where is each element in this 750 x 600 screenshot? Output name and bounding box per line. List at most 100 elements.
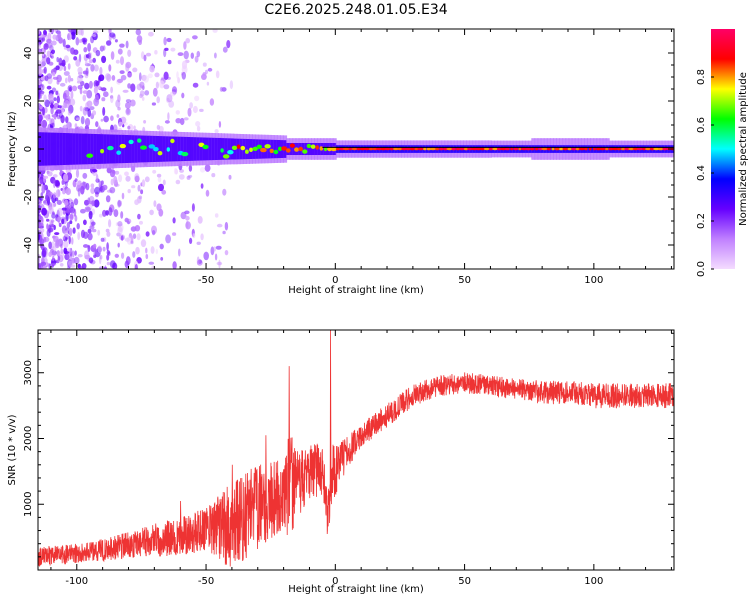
noise-speck	[74, 123, 78, 129]
noise-speck	[47, 42, 53, 49]
band-core	[166, 147, 170, 152]
noise-speck	[163, 84, 170, 90]
noise-speck	[106, 40, 112, 46]
noise-speck	[40, 261, 47, 266]
band-core	[608, 147, 614, 151]
band-body	[205, 137, 210, 161]
noise-speck	[144, 90, 150, 96]
band-body	[69, 133, 73, 165]
noise-speck	[73, 56, 78, 61]
band-core	[277, 146, 283, 151]
noise-speck	[55, 103, 58, 111]
noise-speck	[63, 65, 67, 72]
colorbar-tick-label: 0.4	[696, 165, 707, 181]
noise-speck	[94, 186, 101, 195]
noise-speck	[69, 206, 75, 214]
band-core	[525, 147, 531, 151]
noise-speck	[139, 90, 145, 97]
noise-speck	[134, 263, 138, 269]
band-core	[649, 147, 655, 151]
band-body	[100, 134, 104, 164]
noise-speck	[42, 106, 45, 116]
noise-speck	[222, 46, 228, 53]
noise-speck	[83, 47, 88, 53]
noise-speck	[178, 174, 185, 180]
band-core	[458, 147, 466, 151]
snr-y-axis: 1000 2000 3000	[23, 332, 674, 558]
colorbar-tick-label: 0.8	[696, 69, 707, 85]
noise-speck	[81, 37, 88, 43]
noise-speck	[104, 265, 107, 269]
noise-speck	[58, 222, 62, 228]
noise-speck	[105, 195, 111, 203]
noise-speck	[44, 99, 50, 108]
spectrogram-x-tick-label: 100	[584, 275, 603, 286]
spectrogram-y-label: Frequency (Hz)	[7, 111, 18, 187]
noise-speck	[228, 174, 232, 180]
noise-speck	[41, 185, 46, 194]
noise-speck	[52, 211, 55, 215]
noise-speck	[137, 213, 141, 220]
band-body	[72, 133, 77, 165]
noise-speck	[134, 199, 140, 206]
noise-speck	[110, 95, 114, 99]
noise-speck	[73, 49, 79, 55]
noise-speck	[90, 35, 95, 44]
band-body	[134, 135, 139, 163]
noise-speck	[69, 86, 72, 92]
band-core	[148, 144, 156, 149]
band-body	[131, 135, 136, 163]
band-core	[375, 147, 383, 151]
noise-speck	[199, 108, 204, 112]
noise-speck	[93, 243, 97, 249]
band-core	[128, 139, 134, 145]
noise-speck	[207, 67, 213, 72]
noise-speck	[163, 36, 167, 46]
noise-speck	[80, 29, 84, 36]
noise-speck	[38, 84, 41, 91]
noise-speck	[103, 115, 109, 123]
noise-speck	[100, 180, 104, 185]
noise-speck	[64, 180, 68, 188]
noise-speck	[185, 221, 191, 230]
band-body	[78, 133, 83, 165]
noise-speck	[67, 74, 72, 83]
noise-speck	[135, 246, 140, 255]
noise-speck	[69, 220, 73, 225]
noise-speck	[158, 208, 164, 217]
noise-speck	[214, 52, 217, 59]
band-core	[302, 149, 308, 154]
noise-speck	[115, 59, 120, 64]
noise-speck	[57, 255, 61, 261]
noise-speck	[46, 85, 52, 90]
snr-y-tick-label: 3000	[23, 360, 34, 385]
noise-speck	[144, 176, 150, 183]
noise-speck	[103, 91, 109, 98]
noise-speck	[73, 198, 79, 206]
noise-speck	[154, 50, 158, 55]
band-core	[621, 147, 626, 151]
noise-speck	[200, 183, 204, 189]
noise-speck	[53, 202, 57, 207]
noise-speck	[88, 210, 93, 220]
band-core	[140, 145, 147, 150]
band-core	[384, 147, 391, 151]
noise-speck	[181, 92, 185, 99]
noise-speck	[84, 117, 91, 127]
noise-speck	[63, 71, 70, 76]
noise-speck	[143, 75, 149, 83]
noise-speck	[130, 226, 137, 232]
noise-speck	[192, 105, 198, 114]
band-core	[435, 147, 440, 151]
noise-speck	[55, 90, 59, 95]
noise-speck	[70, 264, 76, 268]
band-body	[162, 136, 167, 162]
band-core	[153, 147, 159, 152]
noise-speck	[77, 187, 81, 197]
noise-speck	[106, 250, 111, 255]
band-body	[264, 139, 269, 159]
noise-speck	[110, 51, 115, 60]
band-core	[426, 147, 432, 151]
noise-speck	[119, 43, 125, 48]
noise-speck	[92, 30, 99, 34]
